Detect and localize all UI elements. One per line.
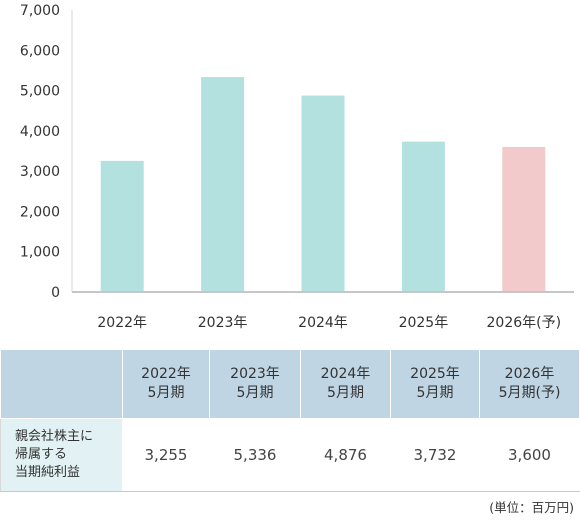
- header-period: 5月期: [236, 385, 274, 401]
- revenue-bar-chart: 0 1,000 2,000 3,000 4,000 5,000 6,000 7,000 202…: [20, 3, 574, 331]
- table-header-2025: 2025年 5月期: [390, 349, 480, 419]
- table-row: 親会社株主に 帰属する 当期純利益 3,255 5,336 4,876 3,73…: [0, 418, 580, 492]
- table-cell-2025: 3,732: [390, 418, 480, 492]
- header-period: 5月期: [147, 385, 185, 401]
- y-tick-label: 6,000: [20, 43, 60, 59]
- table-corner-cell: [0, 349, 123, 419]
- y-tick-label: 5,000: [20, 84, 60, 100]
- x-tick-label: 2024年: [298, 315, 348, 331]
- bar-2024年: [301, 95, 345, 292]
- header-year: 2024年: [320, 366, 371, 382]
- table-header-row: 2022年 5月期 2023年 5月期 2024年 5月期 2025年 5月期 …: [0, 349, 580, 419]
- table-cell-2026: 3,600: [479, 418, 580, 492]
- header-period: 5月期(予): [498, 385, 561, 401]
- y-tick-label: 7,000: [20, 3, 60, 19]
- table-cell-2022: 3,255: [122, 418, 210, 492]
- y-tick-label: 3,000: [20, 164, 60, 180]
- header-period: 5月期: [327, 385, 364, 401]
- table-header-2026: 2026年 5月期(予): [479, 349, 580, 419]
- bar-2022年: [100, 160, 144, 292]
- x-tick-label: 2023年: [198, 315, 248, 331]
- data-table: 2022年 5月期 2023年 5月期 2024年 5月期 2025年 5月期 …: [0, 349, 580, 492]
- row-label-line: 帰属する: [15, 447, 68, 462]
- table-header-2024: 2024年 5月期: [300, 349, 391, 419]
- y-tick-label: 1,000: [20, 245, 60, 261]
- row-label-line: 親会社株主に: [15, 429, 94, 444]
- row-label-line: 当期純利益: [15, 465, 81, 480]
- x-tick-label: 2022年: [97, 315, 147, 331]
- bar-2023年: [201, 77, 245, 292]
- table-header-2022: 2022年 5月期: [122, 349, 210, 419]
- y-tick-label: 4,000: [20, 124, 60, 140]
- x-tick-label: 2025年: [399, 315, 449, 331]
- header-year: 2022年: [141, 366, 191, 382]
- header-year: 2026年: [504, 366, 555, 382]
- table-cell-2024: 4,876: [300, 418, 391, 492]
- row-label-net-income: 親会社株主に 帰属する 当期純利益: [0, 418, 123, 492]
- y-tick-label: 0: [51, 285, 60, 301]
- table-header-2023: 2023年 5月期: [209, 349, 301, 419]
- y-tick-label: 2,000: [20, 204, 60, 220]
- bar-2025年: [401, 141, 445, 292]
- x-tick-label: 2026年(予): [487, 315, 562, 331]
- table-cell-2023: 5,336: [209, 418, 301, 492]
- header-year: 2025年: [410, 366, 460, 382]
- unit-note: (単位：百万円): [489, 500, 574, 515]
- header-period: 5月期: [416, 385, 454, 401]
- bar-2026年(予): [502, 146, 546, 292]
- header-year: 2023年: [230, 366, 280, 382]
